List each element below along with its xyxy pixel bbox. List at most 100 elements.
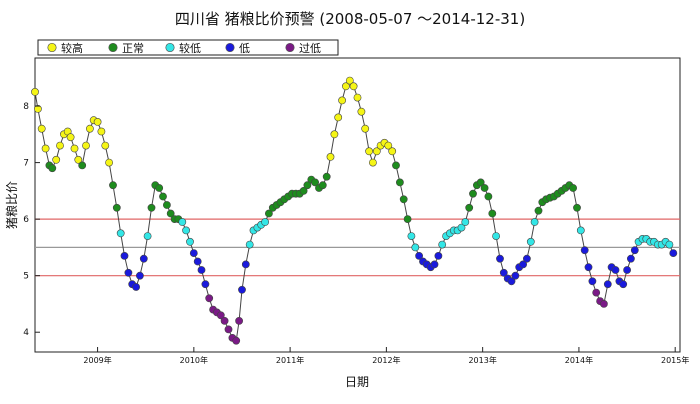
data-point [299,186,308,195]
data-point [349,82,358,91]
data-point [665,240,674,249]
data-point [623,266,631,274]
data-point [34,105,42,113]
data-point [159,192,167,201]
data-point [407,232,416,240]
data-point [264,209,273,218]
data-point [438,240,447,249]
data-point [627,254,635,263]
data-point [469,189,477,198]
data-point [511,271,520,280]
data-point [507,277,516,286]
data-point [580,246,589,255]
chart-title: 四川省 猪粮比价预警 (2008-05-07 ～2014-12-31) [174,10,526,28]
y-tick-label: 4 [23,328,29,338]
data-point [116,229,125,238]
y-tick-label: 7 [23,159,29,169]
data-point [523,254,531,263]
x-tick-label: 2014年 [565,355,593,365]
data-point [492,232,500,240]
data-point [232,336,241,345]
data-point [220,316,229,325]
data-point [132,283,140,291]
data-point [669,249,678,257]
data-point [74,155,83,164]
data-point [384,141,393,150]
data-point [361,124,370,133]
data-point [338,96,346,105]
legend: 较高 正常 较低 低 过低 [37,39,339,56]
x-axis-label: 日期 [345,375,369,389]
data-point [415,251,423,260]
data-point [216,311,225,320]
data-point [357,107,366,116]
y-tick-label: 5 [23,272,29,282]
data-point [326,152,335,161]
data-point [434,251,443,260]
data-point [430,260,439,269]
data-point [341,82,350,91]
legend-label: 过低 [299,42,321,55]
x-tick-label: 2015年 [661,355,689,365]
data-point [365,147,373,156]
data-point [205,294,214,303]
data-point [496,254,504,263]
data-point [41,144,50,153]
data-point [238,285,246,294]
data-point [611,266,620,274]
data-point [124,268,133,277]
x-tick-label: 2012年 [372,355,400,365]
data-point [37,124,46,133]
data-point [630,246,639,255]
legend-marker [108,42,118,53]
x-tick-label: 2010年 [180,355,208,365]
x-tick-label: 2011年 [276,355,304,365]
data-point [372,147,381,156]
x-tick-label: 2009年 [83,355,111,365]
data-point [182,226,190,235]
legend-marker [165,42,175,53]
y-axis: 4 5 6 7 8 [23,102,40,338]
data-point [526,237,535,246]
data-point [245,240,254,249]
data-point [388,147,397,156]
data-point [484,192,493,201]
data-point [241,260,250,269]
data-point [311,178,319,187]
data-point [569,184,577,192]
legend-label: 正常 [122,42,144,55]
y-axis-label: 猪粮比价 [4,181,19,229]
data-points [31,76,678,345]
data-point [135,271,144,280]
data-point [97,127,106,136]
data-point [334,113,343,122]
legend-label: 较高 [61,41,83,55]
data-point [588,277,597,286]
legend-marker [285,42,295,53]
data-point [576,226,585,235]
data-point [31,88,39,96]
legend-marker [225,42,235,53]
data-point [392,161,400,170]
data-point [303,181,312,190]
data-point [480,184,489,192]
data-point [112,203,121,212]
data-point [147,203,156,212]
data-point [201,280,210,289]
data-point [82,141,90,150]
data-point [261,218,269,226]
data-point [166,209,175,218]
data-point [461,218,470,226]
data-point [457,223,466,232]
data-point [600,299,608,308]
data-point [105,158,113,167]
data-point [178,218,187,226]
data-point [573,203,581,212]
data-point [519,260,527,269]
data-point [318,181,327,190]
data-point [330,130,339,139]
data-point [78,161,87,170]
data-point [120,251,129,260]
data-point [235,316,243,325]
